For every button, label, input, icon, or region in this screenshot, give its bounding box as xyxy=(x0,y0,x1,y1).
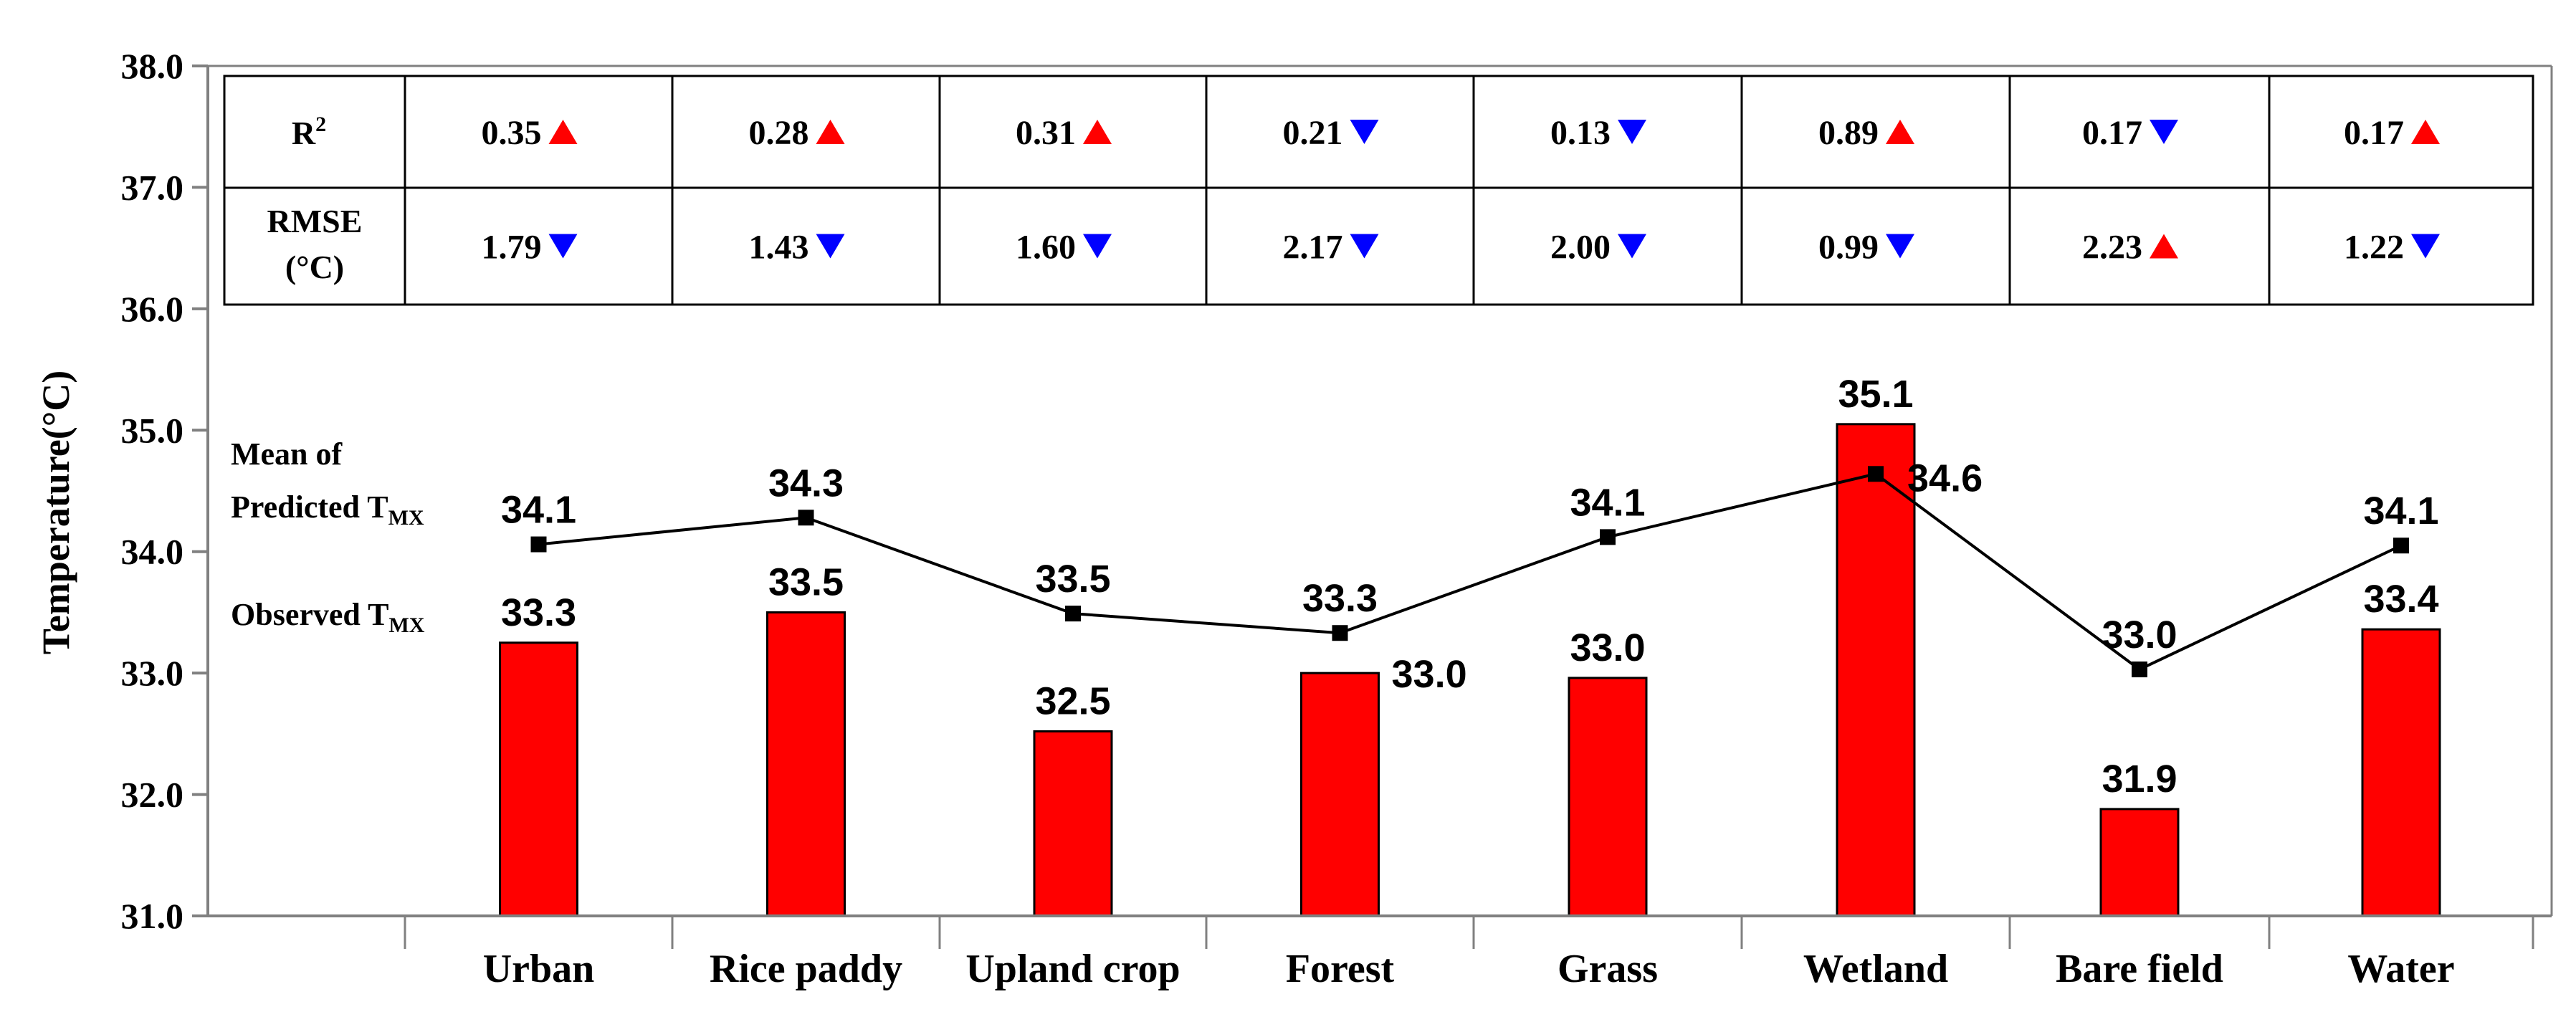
predicted-marker xyxy=(1332,625,1348,641)
data-labels: 33.3 33.5 32.5 33.0 33.0 35.1 31.9 33.4 34.1 34.3… xyxy=(501,373,2439,801)
x-category-label: Urban xyxy=(483,947,595,991)
observed-value-label: 31.9 xyxy=(2102,758,2177,801)
up-triangle-icon xyxy=(816,120,845,144)
observed-bar xyxy=(2361,628,2441,917)
predicted-marker xyxy=(2393,538,2409,554)
legend: Mean of Predicted TMX Observed TMX xyxy=(231,436,425,637)
x-category-label: Water xyxy=(2347,947,2454,991)
x-category-label: Bare field xyxy=(2056,947,2223,991)
r2-value: 0.28 xyxy=(749,114,809,152)
predicted-marker xyxy=(2132,661,2147,678)
predicted-marker xyxy=(530,536,547,553)
predicted-value-label: 33.3 xyxy=(1302,577,1378,620)
down-triangle-icon xyxy=(1618,120,1646,144)
down-triangle-icon xyxy=(1618,234,1646,259)
observed-bar xyxy=(1568,677,1648,917)
down-triangle-icon xyxy=(2150,120,2178,144)
observed-value-label: 33.3 xyxy=(501,591,576,634)
predicted-value-label: 34.1 xyxy=(501,489,576,532)
down-triangle-icon xyxy=(548,234,578,259)
observed-bar xyxy=(1300,672,1380,917)
rmse-value: 1.22 xyxy=(2344,229,2404,267)
legend-predicted-line2: Predicted TMX xyxy=(231,489,424,530)
down-triangle-icon xyxy=(816,234,845,259)
y-tick-label: 36.0 xyxy=(121,289,184,329)
x-category-label: Rice paddy xyxy=(710,947,902,991)
observed-value-label: 33.5 xyxy=(768,560,844,603)
r2-value: 0.21 xyxy=(1283,114,1343,152)
rmse-value: 2.17 xyxy=(1283,229,1343,267)
legend-predicted-line1: Mean of xyxy=(231,436,343,472)
down-triangle-icon xyxy=(1350,234,1379,259)
predicted-marker xyxy=(1065,606,1081,622)
y-axis: 31.0 32.0 33.0 34.0 35.0 36.0 37.0 38.0 Temperat… xyxy=(34,46,209,936)
predicted-marker xyxy=(1600,529,1616,545)
down-triangle-icon xyxy=(1350,120,1379,144)
up-triangle-icon xyxy=(1083,120,1112,144)
up-triangle-icon xyxy=(548,120,578,144)
predicted-value-label: 33.5 xyxy=(1035,558,1110,601)
y-tick-label: 37.0 xyxy=(121,167,184,207)
observed-bar xyxy=(2099,808,2180,917)
predicted-value-label: 34.3 xyxy=(768,462,844,505)
rmse-value: 2.00 xyxy=(1550,229,1611,267)
y-tick-label: 38.0 xyxy=(121,46,184,86)
y-tick-label: 35.0 xyxy=(121,410,184,450)
predicted-marker xyxy=(798,510,814,526)
x-category-label: Upland crop xyxy=(965,947,1180,991)
y-tick-label: 32.0 xyxy=(121,775,184,815)
observed-value-label: 33.4 xyxy=(2363,578,2438,621)
predicted-marker xyxy=(1868,466,1884,482)
up-triangle-icon xyxy=(2411,120,2440,144)
predicted-value-label: 33.0 xyxy=(2102,613,2177,656)
table-border xyxy=(223,75,2534,306)
chart-frame xyxy=(208,65,2553,916)
r2-value: 0.35 xyxy=(482,114,542,152)
observed-bar xyxy=(1836,423,1916,917)
up-triangle-icon xyxy=(1886,120,1914,144)
x-category-label: Forest xyxy=(1286,947,1395,991)
rmse-value: 1.43 xyxy=(749,229,809,267)
predicted-series-line xyxy=(538,472,2402,672)
rmse-value: 1.60 xyxy=(1016,229,1076,267)
down-triangle-icon xyxy=(2411,234,2440,259)
x-category-label: Wetland xyxy=(1803,947,1948,991)
x-category-label: Grass xyxy=(1557,947,1658,991)
predicted-value-label: 34.6 xyxy=(1907,457,1983,500)
up-triangle-icon xyxy=(2150,234,2178,259)
rmse-value: 0.99 xyxy=(1818,229,1879,267)
stats-table: R2 RMSE (°C) 0.35 0.28 0.31 0.21 0.13 0.89 0.17 0.… xyxy=(223,75,2534,306)
observed-bar xyxy=(1033,730,1113,917)
predicted-line xyxy=(530,466,2409,678)
observed-bar xyxy=(766,611,846,917)
r2-value: 0.13 xyxy=(1550,114,1611,152)
y-tick-label: 31.0 xyxy=(121,896,184,936)
observed-value-label: 33.0 xyxy=(1570,626,1645,669)
rmse-row-unit: (°C) xyxy=(285,249,344,285)
observed-bars xyxy=(499,423,2441,917)
rmse-row-label: RMSE xyxy=(267,203,363,239)
x-axis-categories: Urban Rice paddy Upland crop Forest Grass Wet… xyxy=(208,914,2552,991)
down-triangle-icon xyxy=(1083,234,1112,259)
rmse-value: 2.23 xyxy=(2082,229,2142,267)
predicted-value-label: 34.1 xyxy=(2363,489,2438,532)
r2-value: 0.17 xyxy=(2344,114,2404,152)
rmse-value: 1.79 xyxy=(482,229,542,267)
observed-bar xyxy=(499,641,578,917)
r2-value: 0.17 xyxy=(2082,114,2142,152)
observed-value-label: 33.0 xyxy=(1392,653,1467,696)
r2-row-label: R2 xyxy=(292,113,326,151)
r2-value: 0.89 xyxy=(1818,114,1879,152)
observed-value-label: 35.1 xyxy=(1838,373,1913,416)
y-axis-title: Temperature(°C) xyxy=(34,371,77,655)
r2-value: 0.31 xyxy=(1016,114,1076,152)
observed-value-label: 32.5 xyxy=(1035,679,1110,722)
down-triangle-icon xyxy=(1886,234,1914,259)
y-tick-label: 33.0 xyxy=(121,653,184,693)
y-tick-label: 34.0 xyxy=(121,532,184,572)
legend-observed: Observed TMX xyxy=(231,597,425,637)
predicted-value-label: 34.1 xyxy=(1570,481,1645,524)
